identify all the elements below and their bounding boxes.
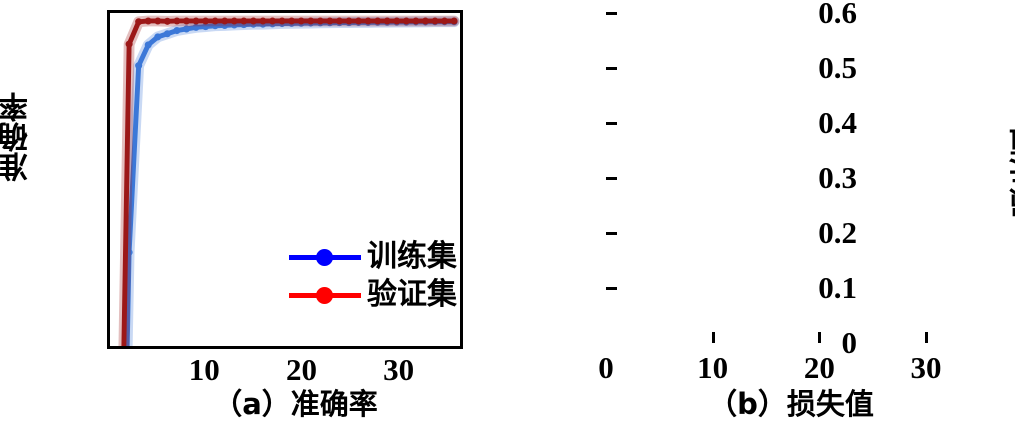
x-tick-label: 10 — [697, 350, 729, 385]
x-tick-mark — [925, 332, 928, 343]
y-axis-label-accuracy: 准确率 — [0, 92, 34, 182]
y-tick-mark — [606, 67, 617, 71]
x-tick-label: 20 — [803, 350, 835, 385]
y-tick-label: 0.5 — [818, 50, 857, 86]
legend-label-train: 训练集 — [367, 239, 457, 274]
y-tick-label: 0.3 — [818, 160, 857, 196]
y-tick-mark — [606, 177, 617, 181]
y-tick-mark — [606, 287, 617, 291]
x-tick-mark — [818, 332, 822, 343]
y-tick-label: 0.1 — [818, 270, 857, 306]
legend-item-train[interactable]: 训练集 — [289, 238, 457, 276]
legend-swatch-train-icon — [289, 246, 361, 268]
y-tick-label: 0.4 — [818, 105, 857, 141]
panel-caption-loss: （b）损失值 — [708, 387, 874, 421]
panel-caption-accuracy: （a）准确率 — [213, 387, 378, 421]
legend-accuracy: 训练集 验证集 — [289, 238, 457, 314]
x-tick-mark — [711, 332, 715, 343]
y-tick-label: 0.2 — [818, 215, 857, 251]
legend-label-validation: 验证集 — [367, 277, 457, 312]
legend-swatch-validation-icon — [289, 284, 361, 306]
y-tick-mark — [606, 122, 617, 126]
y-tick-label: 0 — [841, 325, 858, 360]
plot-area-accuracy — [107, 10, 463, 349]
x-tick-label: 0 — [598, 350, 614, 385]
x-tick-label: 10 — [188, 352, 220, 387]
x-tick-label: 30 — [383, 352, 415, 387]
x-tick-label: 20 — [285, 352, 317, 387]
y-tick-label: 0.6 — [818, 0, 857, 31]
x-tick-label: 30 — [910, 350, 942, 385]
legend-item-validation[interactable]: 验证集 — [289, 276, 457, 314]
y-tick-mark — [606, 232, 617, 236]
y-tick-mark — [606, 12, 617, 16]
